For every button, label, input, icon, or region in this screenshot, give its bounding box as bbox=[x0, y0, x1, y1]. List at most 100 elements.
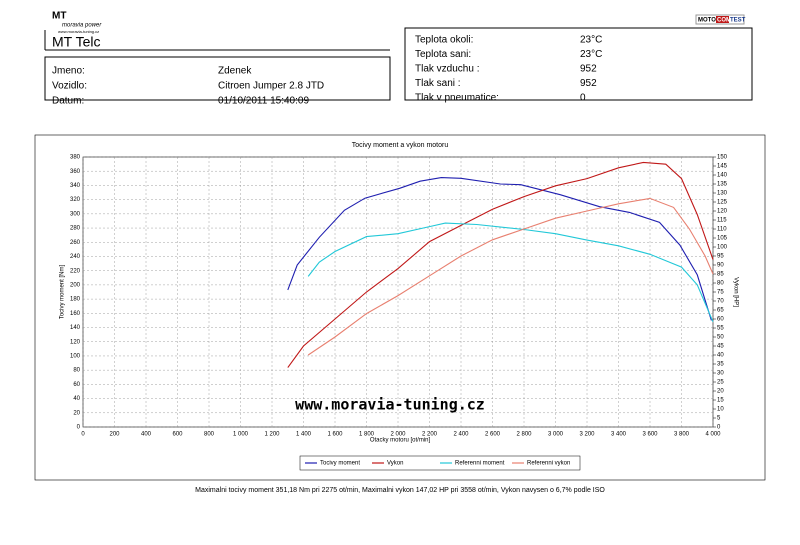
x-tick-label: 2 200 bbox=[422, 432, 438, 438]
x-tick-label: 1 800 bbox=[359, 432, 375, 438]
logo-url: www.moravia-tuning.cz bbox=[58, 29, 99, 34]
x-tick-label: 2 800 bbox=[516, 432, 532, 438]
series-line bbox=[307, 222, 714, 323]
x-tick-label: 3 600 bbox=[642, 432, 658, 438]
y-tick-label: 160 bbox=[70, 311, 81, 317]
y2-tick-label: 65 bbox=[717, 308, 724, 314]
y-tick-label: 260 bbox=[70, 240, 81, 246]
y-tick-label: 200 bbox=[70, 282, 81, 288]
y2-tick-label: 55 bbox=[717, 326, 724, 332]
y2-tick-label: 140 bbox=[717, 173, 728, 179]
y-tick-label: 360 bbox=[70, 169, 81, 175]
field-label: Jmeno: bbox=[52, 66, 85, 77]
x-tick-label: 3 400 bbox=[611, 432, 627, 438]
y-tick-label: 140 bbox=[70, 325, 81, 331]
y2-tick-label: 145 bbox=[717, 164, 728, 170]
field-value: 01/10/2011 15:40:09 bbox=[218, 96, 309, 107]
series-line bbox=[287, 161, 714, 368]
y2-tick-label: 135 bbox=[717, 182, 728, 188]
x-tick-label: 3 000 bbox=[548, 432, 564, 438]
y2-axis-title: Vykon [HP] bbox=[732, 277, 738, 307]
y-tick-label: 340 bbox=[70, 183, 81, 189]
y-tick-label: 240 bbox=[70, 254, 81, 260]
x-tick-label: 2 000 bbox=[390, 432, 406, 438]
y2-tick-label: 0 bbox=[717, 425, 721, 431]
field-label: Tlak sani : bbox=[415, 78, 461, 89]
legend-label: Referenni moment bbox=[455, 461, 505, 467]
badge: MOTO COM TEST bbox=[695, 14, 746, 25]
y2-tick-label: 80 bbox=[717, 281, 724, 287]
y2-tick-label: 85 bbox=[717, 272, 724, 278]
y2-tick-label: 150 bbox=[717, 155, 728, 161]
y2-tick-label: 70 bbox=[717, 299, 724, 305]
y-tick-label: 100 bbox=[70, 354, 81, 360]
x-tick-label: 1 000 bbox=[233, 432, 249, 438]
x-tick-label: 2 400 bbox=[453, 432, 469, 438]
x-tick-label: 3 200 bbox=[579, 432, 595, 438]
y-tick-label: 220 bbox=[70, 268, 81, 274]
field-label: Tlak v pneumatice: bbox=[415, 93, 499, 104]
y2-tick-label: 100 bbox=[717, 245, 728, 251]
y2-tick-label: 115 bbox=[717, 218, 727, 224]
y2-tick-label: 30 bbox=[717, 371, 724, 377]
y2-tick-label: 120 bbox=[717, 209, 728, 215]
x-tick-label: 1 600 bbox=[327, 432, 343, 438]
x-tick-label: 0 bbox=[81, 432, 85, 438]
info-box bbox=[44, 56, 391, 101]
badge-fill bbox=[716, 16, 729, 23]
x-tick-label: 1 400 bbox=[296, 432, 312, 438]
chart-frame bbox=[34, 134, 766, 481]
y2-tick-label: 20 bbox=[717, 389, 724, 395]
y2-tick-label: 75 bbox=[717, 290, 724, 296]
y2-tick-label: 5 bbox=[717, 416, 721, 422]
badge-part: MOTO bbox=[698, 18, 716, 24]
field-value: 23°C bbox=[580, 35, 602, 46]
y-tick-label: 40 bbox=[73, 396, 80, 402]
legend-label: Referenni vykon bbox=[527, 461, 570, 467]
x-axis-title: Otacky motoru [ot/min] bbox=[370, 438, 431, 444]
y2-tick-label: 35 bbox=[717, 362, 724, 368]
legend-frame bbox=[299, 455, 581, 471]
y2-tick-label: 95 bbox=[717, 254, 724, 260]
y-tick-label: 180 bbox=[70, 297, 81, 303]
y-tick-label: 280 bbox=[70, 226, 81, 232]
x-tick-label: 400 bbox=[141, 432, 152, 438]
series-line bbox=[307, 197, 714, 356]
x-tick-label: 4 000 bbox=[705, 432, 721, 438]
y2-tick-label: 45 bbox=[717, 344, 724, 350]
conditions-box bbox=[404, 27, 753, 101]
field-label: Vozidlo: bbox=[52, 81, 87, 92]
logo-tagline: moravia power bbox=[62, 23, 102, 29]
field-value: Citroen Jumper 2.8 JTD bbox=[218, 81, 324, 92]
y2-tick-label: 60 bbox=[717, 317, 724, 323]
field-value: 952 bbox=[580, 64, 597, 75]
x-tick-label: 800 bbox=[204, 432, 215, 438]
watermark: www.moravia-tuning.cz bbox=[295, 396, 485, 414]
y-tick-label: 0 bbox=[77, 425, 81, 431]
field-value: 952 bbox=[580, 78, 597, 89]
y2-tick-label: 105 bbox=[717, 236, 728, 242]
y-tick-label: 20 bbox=[73, 410, 80, 416]
x-tick-label: 1 200 bbox=[264, 432, 280, 438]
y-tick-label: 320 bbox=[70, 197, 81, 203]
x-tick-label: 2 600 bbox=[485, 432, 501, 438]
y2-tick-label: 40 bbox=[717, 353, 724, 359]
report-title: MT Telc bbox=[52, 34, 101, 50]
badge-part: TEST bbox=[730, 18, 746, 24]
y-tick-label: 300 bbox=[70, 211, 81, 217]
series-line bbox=[287, 177, 712, 321]
y2-tick-label: 10 bbox=[717, 407, 724, 413]
y-tick-label: 60 bbox=[73, 382, 80, 388]
logo-brand: MT bbox=[52, 11, 66, 22]
chart-title: Tocivy moment a vykon motoru bbox=[352, 142, 449, 149]
field-value: 0 bbox=[580, 93, 586, 104]
y2-tick-label: 130 bbox=[717, 191, 728, 197]
x-tick-label: 600 bbox=[172, 432, 183, 438]
field-value: 23°C bbox=[580, 49, 602, 60]
y-tick-label: 380 bbox=[70, 155, 81, 161]
field-value: Zdenek bbox=[218, 66, 252, 77]
badge-part: COM bbox=[717, 18, 731, 24]
y2-tick-label: 110 bbox=[717, 227, 727, 233]
x-tick-label: 200 bbox=[109, 432, 120, 438]
legend-label: Vykon bbox=[387, 461, 403, 467]
